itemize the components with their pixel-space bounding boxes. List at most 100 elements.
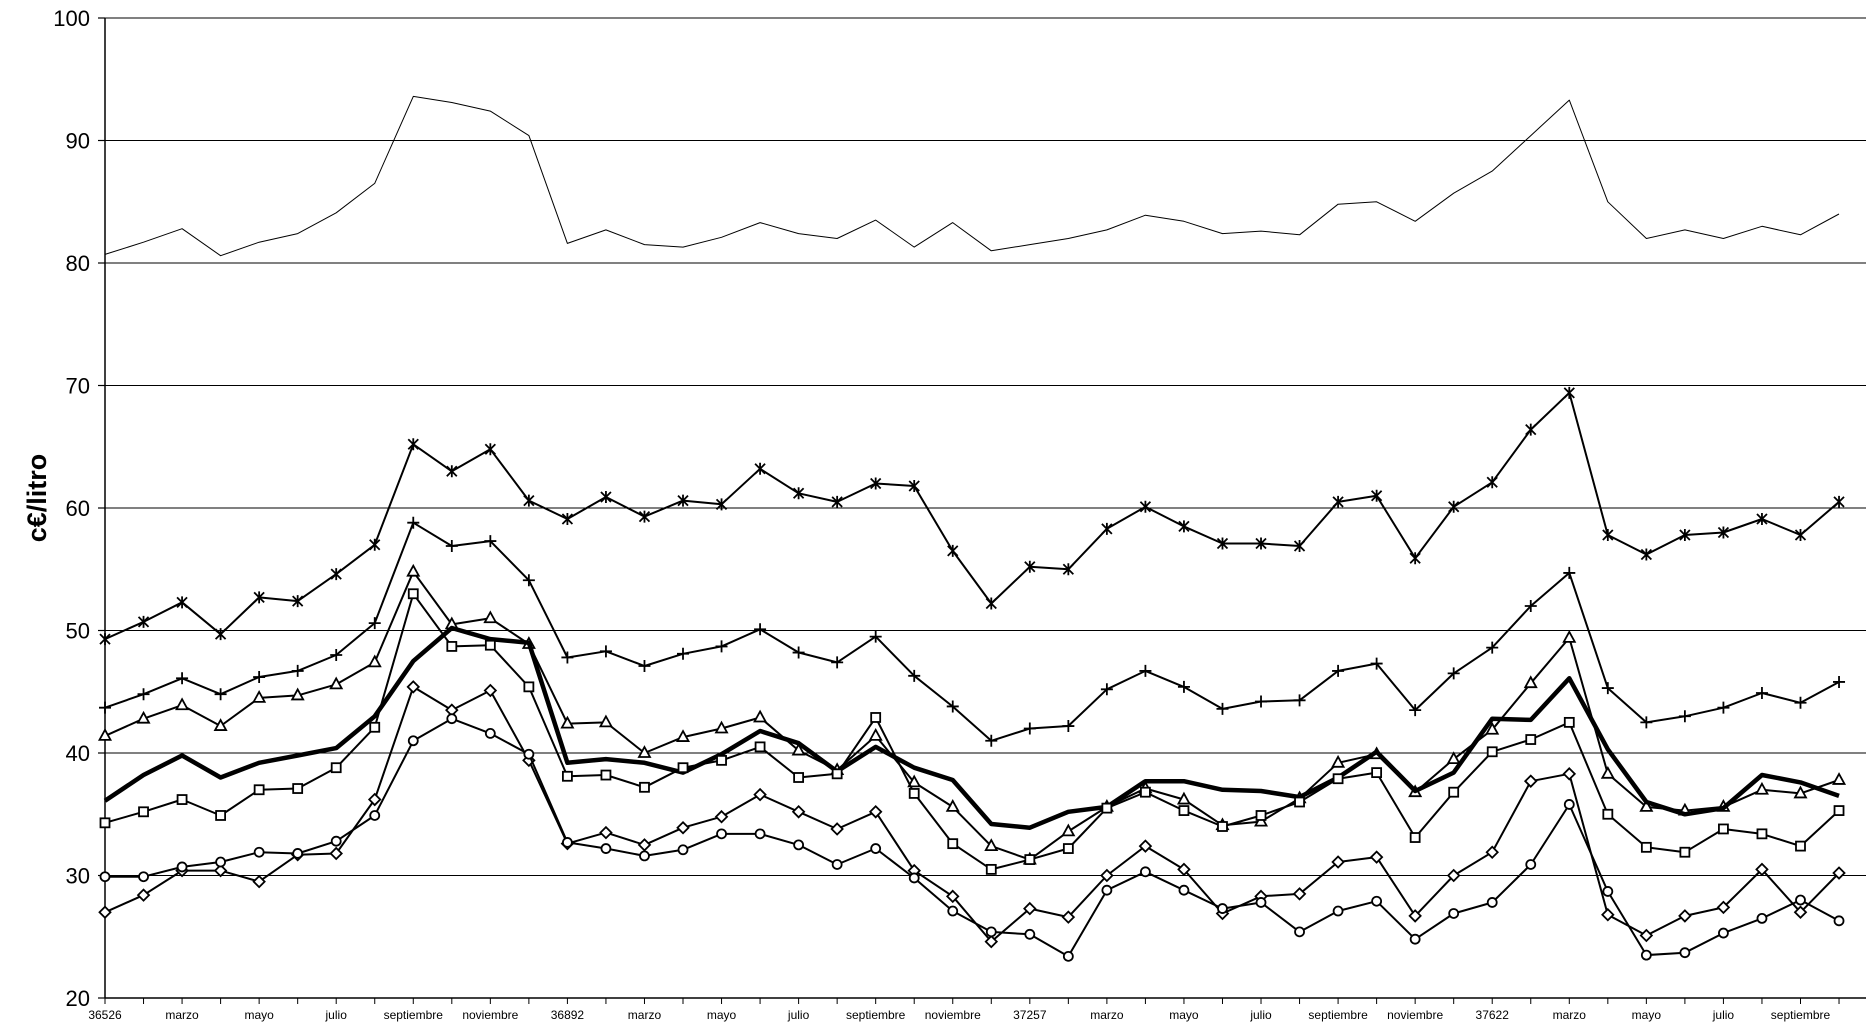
data-point: [1370, 657, 1383, 670]
x-tick-label: septiembre: [1771, 1008, 1831, 1022]
grid: [105, 17, 1866, 876]
data-point: [677, 762, 689, 774]
series-line: [104, 391, 1840, 641]
data-point: [1448, 908, 1460, 919]
data-point: [99, 871, 111, 883]
data-point: [1486, 746, 1498, 758]
data-point: [330, 649, 343, 661]
data-point: [562, 770, 573, 782]
data-point: [292, 595, 304, 608]
data-point: [446, 641, 458, 652]
x-tick-label: septiembre: [1308, 1008, 1368, 1022]
data-point: [984, 838, 999, 851]
data-point: [1255, 537, 1267, 550]
data-point: [561, 513, 574, 526]
data-point: [176, 794, 188, 805]
data-point: [908, 788, 920, 799]
data-point: [1332, 664, 1345, 677]
data-point: [1485, 721, 1500, 735]
data-point: [215, 810, 227, 821]
data-point: [1023, 901, 1037, 916]
data-point: [831, 859, 843, 870]
x-tick-label: 37257: [1013, 1008, 1047, 1022]
data-point: [1294, 796, 1305, 808]
x-tick-label: 36892: [551, 1008, 585, 1022]
data-point: [214, 688, 227, 701]
x-tick-label: noviembre: [462, 1008, 518, 1022]
data-point: [639, 850, 650, 862]
data-point: [97, 727, 113, 741]
data-point: [1371, 767, 1383, 778]
data-point: [330, 568, 342, 581]
data-point: [253, 846, 265, 858]
data-point: [213, 718, 228, 731]
data-point: [600, 843, 612, 854]
data-point: [908, 479, 920, 492]
data-point: [715, 498, 728, 511]
data-point: [252, 874, 266, 889]
data-point: [560, 715, 575, 729]
data-point: [1525, 423, 1537, 436]
data-point: [1138, 839, 1153, 853]
data-point: [1332, 773, 1344, 785]
series-line: [104, 95, 1840, 257]
data-point: [1100, 683, 1113, 696]
data-point: [791, 742, 806, 756]
data-point: [445, 539, 458, 552]
series-line: [103, 625, 1840, 830]
data-point: [638, 510, 651, 523]
data-point: [831, 495, 843, 508]
data-point: [1293, 539, 1306, 552]
data-point: [1640, 716, 1653, 729]
data-point: [1217, 821, 1228, 832]
data-point: [561, 651, 574, 664]
data-point: [1255, 810, 1267, 821]
data-point: [484, 535, 497, 548]
y-tick-label: 70: [66, 374, 90, 399]
data-point: [1176, 791, 1191, 805]
data-point: [99, 633, 111, 646]
data-point: [523, 681, 535, 693]
data-point: [754, 828, 766, 840]
series-group: [97, 95, 1847, 962]
data-point: [1640, 841, 1652, 853]
data-point: [1601, 682, 1614, 695]
data-point: [869, 630, 882, 643]
data-point: [1408, 909, 1422, 923]
data-point: [599, 825, 613, 840]
data-point: [793, 772, 805, 783]
data-point: [1216, 702, 1229, 715]
data-point: [1833, 675, 1846, 688]
x-tick-label: julio: [1712, 1008, 1735, 1022]
data-point: [908, 669, 921, 682]
data-point: [176, 596, 188, 609]
data-point: [1139, 500, 1152, 513]
data-point: [1486, 641, 1499, 654]
data-point: [1525, 734, 1537, 745]
series-2: [99, 386, 1845, 646]
data-point: [1795, 840, 1806, 852]
data-point: [484, 443, 496, 456]
data-point: [716, 754, 727, 766]
data-point: [1446, 751, 1461, 765]
y-tick-label: 80: [66, 251, 90, 276]
data-point: [1255, 897, 1267, 908]
series-line: [104, 570, 1840, 861]
data-point: [369, 721, 381, 733]
data-point: [946, 700, 959, 713]
data-point: [1640, 548, 1652, 561]
x-tick-label: septiembre: [384, 1008, 444, 1022]
x-tick-label: julio: [787, 1008, 810, 1022]
data-point: [214, 628, 227, 641]
data-point: [369, 810, 381, 821]
data-point: [907, 774, 922, 788]
data-point: [1294, 926, 1305, 938]
x-tick-label: julio: [325, 1008, 348, 1022]
data-point: [369, 538, 381, 551]
data-point: [1140, 786, 1151, 798]
series-3: [99, 516, 1846, 747]
x-tick-label: noviembre: [925, 1008, 981, 1022]
data-point: [1371, 895, 1383, 907]
series-line: [104, 521, 1840, 742]
